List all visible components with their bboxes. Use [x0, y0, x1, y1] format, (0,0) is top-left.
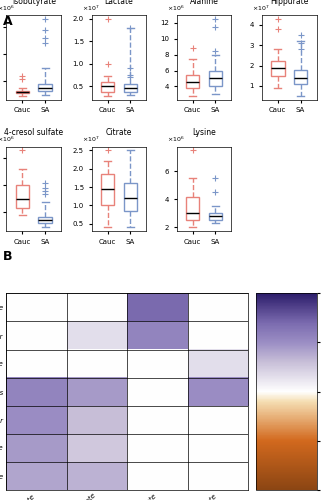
Text: B: B — [3, 250, 13, 263]
Text: ×10$^7$: ×10$^7$ — [252, 4, 269, 13]
Text: ×10$^6$: ×10$^6$ — [167, 4, 184, 13]
Text: ×10$^7$: ×10$^7$ — [82, 4, 99, 13]
Title: Citrate: Citrate — [106, 128, 132, 138]
Text: ×10$^7$: ×10$^7$ — [82, 135, 99, 144]
Title: Lysine: Lysine — [192, 128, 216, 138]
Text: ×10$^6$: ×10$^6$ — [0, 135, 14, 144]
Text: ×10$^6$: ×10$^6$ — [167, 135, 184, 144]
Title: Isobutyrate: Isobutyrate — [12, 0, 56, 6]
Title: 4-cresol sulfate: 4-cresol sulfate — [4, 128, 63, 138]
Text: A: A — [3, 15, 13, 28]
Title: Hippurate: Hippurate — [270, 0, 308, 6]
Title: Lactate: Lactate — [105, 0, 133, 6]
Title: Alanine: Alanine — [190, 0, 218, 6]
Text: ×10$^6$: ×10$^6$ — [0, 4, 14, 13]
